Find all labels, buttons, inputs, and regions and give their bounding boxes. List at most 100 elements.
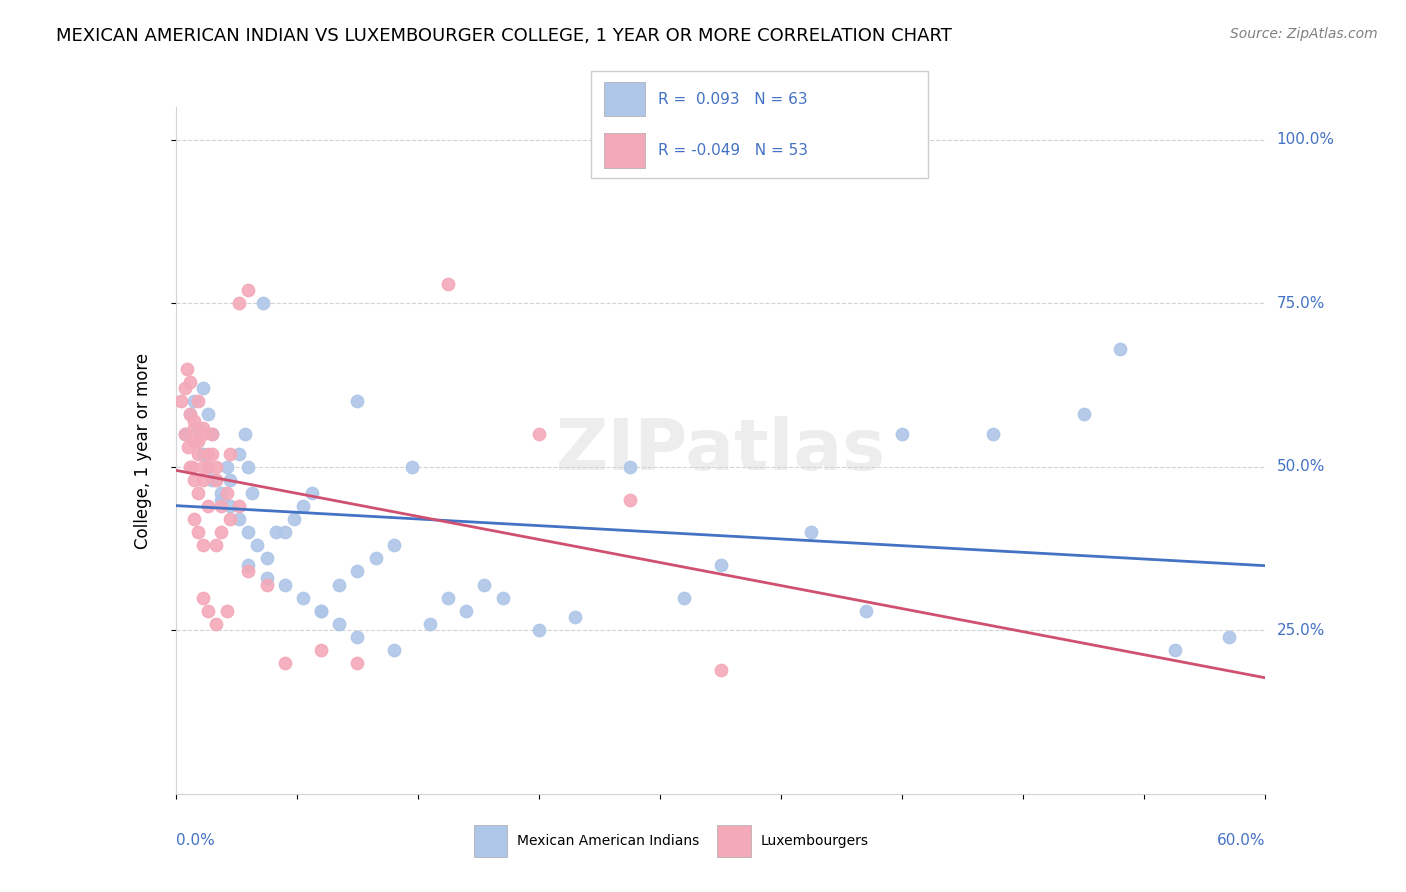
Point	[619, 492, 641, 507]
FancyBboxPatch shape	[474, 824, 508, 856]
Point	[256, 551, 278, 566]
Point	[309, 643, 332, 657]
Point	[215, 486, 238, 500]
FancyBboxPatch shape	[605, 134, 644, 168]
Point	[401, 459, 423, 474]
Point	[191, 591, 214, 605]
Point	[201, 473, 224, 487]
Point	[309, 604, 332, 618]
Point	[800, 525, 823, 540]
Point	[256, 571, 278, 585]
Point	[209, 486, 232, 500]
Point	[186, 486, 209, 500]
Point	[183, 512, 205, 526]
Point	[173, 427, 195, 442]
Text: ZIPatlas: ZIPatlas	[555, 416, 886, 485]
Point	[183, 434, 205, 448]
Point	[346, 630, 368, 644]
Point	[238, 525, 260, 540]
Point	[186, 447, 209, 461]
Point	[274, 525, 297, 540]
Point	[197, 408, 219, 422]
Point	[283, 512, 305, 526]
Point	[191, 459, 214, 474]
Point	[191, 427, 214, 442]
Point	[179, 408, 201, 422]
Text: Source: ZipAtlas.com: Source: ZipAtlas.com	[1230, 27, 1378, 41]
Point	[183, 420, 205, 434]
Point	[328, 577, 350, 591]
Point	[252, 296, 274, 310]
Point	[474, 577, 496, 591]
Point	[173, 381, 195, 395]
Point	[177, 440, 200, 454]
Point	[364, 551, 387, 566]
Point	[1218, 630, 1240, 644]
Point	[183, 473, 205, 487]
Point	[233, 427, 256, 442]
Point	[346, 656, 368, 670]
Point	[191, 538, 214, 552]
Text: 25.0%: 25.0%	[1277, 623, 1324, 638]
Point	[228, 512, 250, 526]
Point	[1073, 408, 1095, 422]
Point	[238, 565, 260, 579]
Point	[291, 499, 314, 513]
Point	[179, 459, 201, 474]
Point	[346, 394, 368, 409]
Point	[228, 296, 250, 310]
Point	[456, 604, 478, 618]
Point	[619, 459, 641, 474]
Point	[191, 381, 214, 395]
Point	[209, 492, 232, 507]
Point	[197, 459, 219, 474]
Text: Luxembourgers: Luxembourgers	[761, 834, 869, 847]
Point	[437, 591, 460, 605]
Point	[228, 499, 250, 513]
Point	[197, 604, 219, 618]
Point	[186, 394, 209, 409]
Point	[191, 473, 214, 487]
Point	[197, 499, 219, 513]
Point	[209, 525, 232, 540]
Point	[179, 408, 201, 422]
Point	[209, 499, 232, 513]
Point	[186, 420, 209, 434]
Point	[204, 616, 226, 631]
Point	[274, 577, 297, 591]
Point	[301, 486, 323, 500]
Point	[855, 604, 877, 618]
Point	[492, 591, 515, 605]
Point	[219, 473, 242, 487]
Point	[291, 591, 314, 605]
Point	[246, 538, 269, 552]
Point	[197, 459, 219, 474]
Text: R =  0.093   N = 63: R = 0.093 N = 63	[658, 92, 807, 107]
Point	[710, 663, 733, 677]
Point	[346, 565, 368, 579]
Point	[215, 459, 238, 474]
Text: R = -0.049   N = 53: R = -0.049 N = 53	[658, 143, 808, 158]
Point	[527, 624, 550, 638]
Point	[274, 656, 297, 670]
Point	[382, 643, 405, 657]
Point	[204, 459, 226, 474]
Text: 100.0%: 100.0%	[1277, 132, 1334, 147]
Point	[179, 375, 201, 389]
Text: 75.0%: 75.0%	[1277, 296, 1324, 310]
Point	[228, 447, 250, 461]
Point	[437, 277, 460, 291]
FancyBboxPatch shape	[605, 82, 644, 116]
Text: 0.0%: 0.0%	[176, 833, 215, 847]
Text: 60.0%: 60.0%	[1218, 833, 1265, 847]
Point	[197, 447, 219, 461]
Point	[201, 447, 224, 461]
Text: MEXICAN AMERICAN INDIAN VS LUXEMBOURGER COLLEGE, 1 YEAR OR MORE CORRELATION CHAR: MEXICAN AMERICAN INDIAN VS LUXEMBOURGER …	[56, 27, 952, 45]
Point	[191, 447, 214, 461]
Point	[710, 558, 733, 572]
Text: Mexican American Indians: Mexican American Indians	[516, 834, 699, 847]
Point	[891, 427, 914, 442]
Point	[215, 604, 238, 618]
Point	[382, 538, 405, 552]
Point	[191, 420, 214, 434]
